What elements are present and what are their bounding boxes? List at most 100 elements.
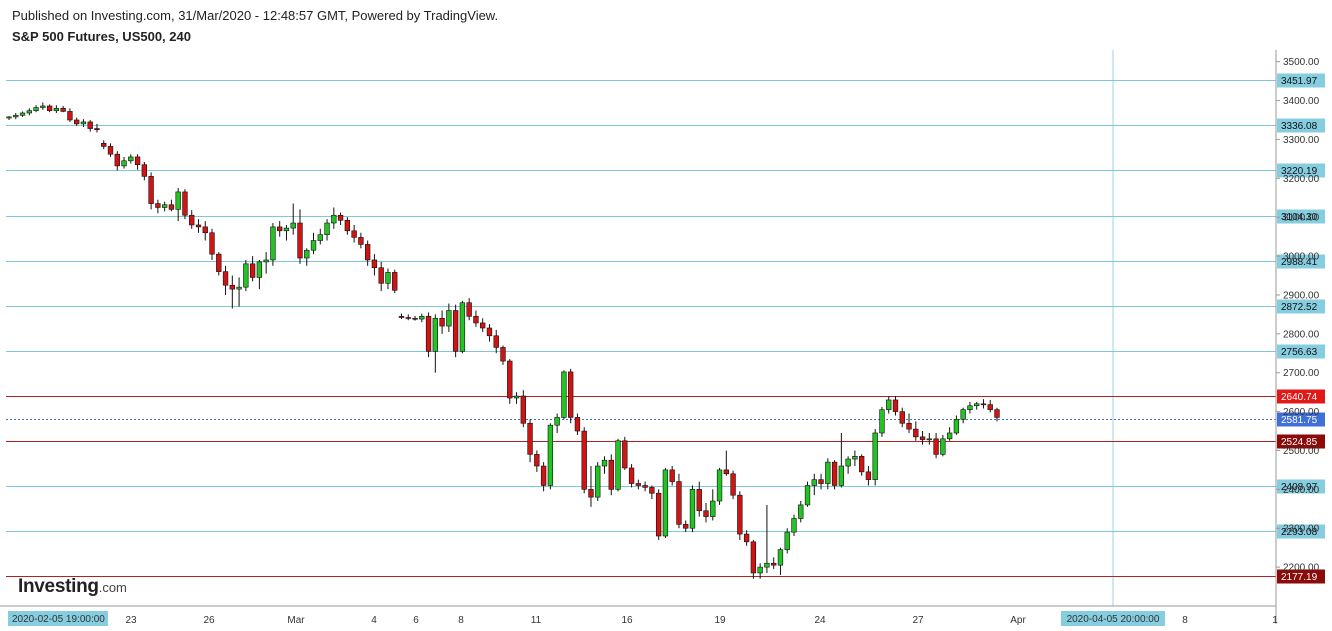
- level-label: 2524.85: [1281, 437, 1318, 448]
- candle-down: [94, 128, 100, 131]
- candle-up: [547, 424, 554, 486]
- candle-down: [107, 146, 114, 155]
- candle-down: [771, 562, 777, 566]
- candle-down: [574, 417, 581, 432]
- candle-up: [784, 531, 790, 550]
- candle-down: [818, 479, 824, 484]
- candle-down: [189, 214, 195, 226]
- level-label: 3220.19: [1281, 166, 1318, 177]
- candle-down: [743, 533, 750, 543]
- candle-up: [940, 438, 946, 455]
- candle-down: [101, 143, 107, 147]
- candle-down: [155, 203, 161, 208]
- candle-down: [919, 436, 926, 440]
- candle-up: [561, 371, 567, 418]
- candle-down: [141, 164, 148, 177]
- candle-down: [182, 191, 188, 216]
- level-label: 2408.97: [1281, 482, 1318, 493]
- candle-down: [906, 422, 912, 430]
- price-tick-label: 3400.00: [1283, 96, 1320, 107]
- candle-up: [6, 116, 12, 119]
- candle-up: [967, 405, 973, 410]
- candle-down: [209, 232, 215, 255]
- level-label-box: [1277, 524, 1325, 539]
- time-axis: 23 26 Mar 4 6 8 11 16 19 24 27 Apr 8 1 2020-02-05 19:0…: [0, 605, 1278, 626]
- candle-down: [933, 438, 939, 455]
- candle-down: [588, 489, 594, 498]
- level-label-box: [1277, 118, 1325, 133]
- candle-down: [635, 483, 642, 486]
- publish-info: Published on Investing.com, 31/Mar/2020 …: [12, 8, 499, 23]
- candle-down: [277, 226, 283, 232]
- level-label: 2640.74: [1281, 392, 1318, 403]
- candle-up: [26, 110, 32, 114]
- candle-down: [46, 105, 53, 111]
- candle-down: [723, 469, 729, 475]
- candle-up: [459, 302, 466, 352]
- candle-down: [134, 156, 141, 165]
- candle-up: [446, 310, 452, 327]
- candle-down: [507, 360, 513, 399]
- candle-down: [358, 237, 364, 245]
- price-tick-label: 2300.00: [1283, 524, 1320, 535]
- level-label: 2293.08: [1281, 527, 1318, 538]
- candle-down: [378, 267, 384, 284]
- start-date-box: [8, 611, 108, 626]
- candle-up: [419, 316, 425, 320]
- candle-down: [168, 204, 175, 210]
- candle-up: [331, 214, 337, 224]
- price-axis: 2200.00 2300.00 2400.00 2500.00 2600.00 2700.…: [1275, 50, 1320, 624]
- candle-up: [757, 566, 763, 574]
- level-label: 3451.97: [1281, 76, 1318, 87]
- candle-down: [892, 399, 899, 412]
- candle-down: [371, 259, 378, 269]
- crosshair-date-box: [1061, 611, 1165, 626]
- candle-down: [486, 327, 493, 337]
- candle-down: [351, 230, 357, 238]
- candle-up: [161, 204, 168, 208]
- level-label-box: [1277, 569, 1325, 584]
- level-label-box: [1277, 254, 1325, 269]
- candle-down: [344, 219, 351, 232]
- logo-name: Investing: [18, 576, 99, 597]
- level-label-box: [1277, 389, 1325, 404]
- price-tick-label: 2500.00: [1283, 446, 1320, 457]
- candle-down: [676, 481, 682, 525]
- level-label-box: [1277, 412, 1325, 427]
- level-label: 3336.08: [1281, 121, 1318, 132]
- level-label: 2756.63: [1281, 347, 1318, 358]
- candle-up: [317, 234, 323, 241]
- candle-down: [655, 492, 662, 537]
- candle-up: [615, 440, 621, 490]
- candle-up: [270, 226, 276, 261]
- time-tick-label: Apr: [1010, 615, 1026, 626]
- price-tick-label: 2900.00: [1283, 290, 1320, 301]
- candle-up: [554, 417, 560, 426]
- price-tick-label: 3300.00: [1283, 135, 1320, 146]
- level-label: 2581.75: [1281, 415, 1318, 426]
- candle-down: [425, 316, 432, 352]
- price-tick-label: 3000.00: [1283, 252, 1320, 263]
- time-tick-label: 26: [203, 615, 215, 626]
- price-tick-label: 2800.00: [1283, 329, 1320, 340]
- candle-down: [493, 335, 499, 348]
- candle-down: [994, 409, 1000, 418]
- candle-up: [128, 156, 134, 162]
- candle-down: [364, 244, 371, 261]
- candle-up: [175, 191, 181, 210]
- candle-down: [568, 371, 574, 418]
- candle-up: [886, 399, 892, 410]
- candle-down: [500, 347, 506, 362]
- time-tick-label: 16: [621, 615, 633, 626]
- candle-down: [297, 222, 303, 259]
- candle-up: [974, 403, 980, 407]
- candle-up: [838, 465, 845, 486]
- candle-down: [67, 111, 73, 121]
- level-label-box: [1277, 163, 1325, 178]
- candle-down: [750, 541, 757, 574]
- logo-suffix: .com: [98, 580, 127, 595]
- candle-down: [696, 489, 702, 512]
- candle-down: [405, 317, 411, 319]
- chart-title: S&P 500 Futures, US500, 240: [12, 29, 191, 44]
